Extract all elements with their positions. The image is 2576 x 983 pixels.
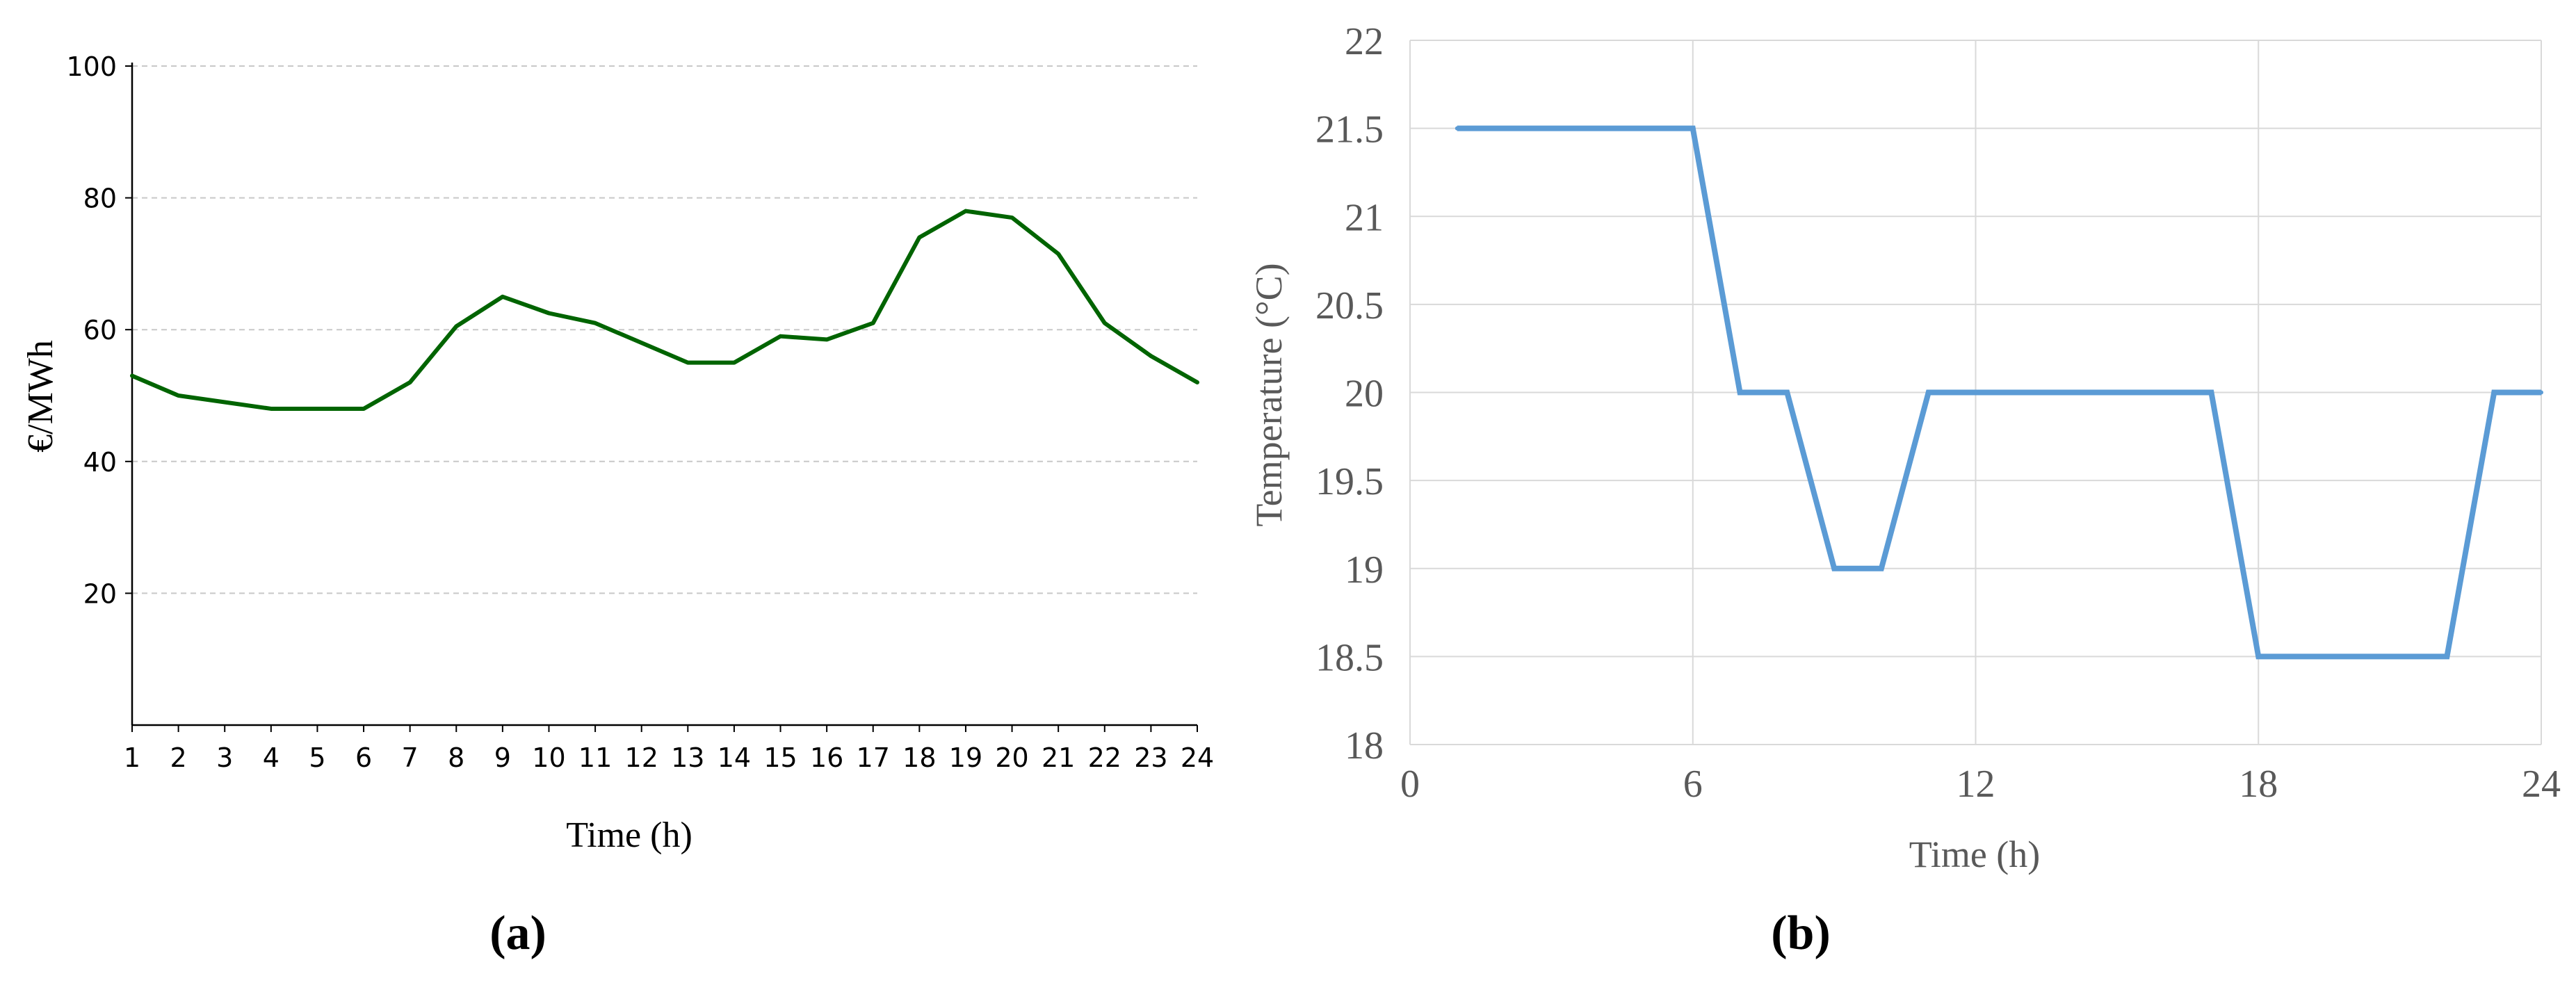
data-point — [131, 374, 133, 377]
x-tick-label: 24 — [2522, 763, 2561, 806]
x-tick-label: 14 — [718, 742, 751, 773]
x-tick-label: 8 — [448, 742, 464, 773]
data-point — [871, 321, 875, 325]
y-tick-label: 80 — [83, 184, 117, 214]
chart-a-axes — [125, 63, 1198, 732]
y-tick-label: 19 — [1345, 549, 1384, 592]
data-point — [686, 361, 690, 364]
x-tick-label: 18 — [902, 742, 936, 773]
data-point — [1057, 252, 1060, 256]
y-tick-label: 21.5 — [1315, 108, 1384, 152]
x-tick-label: 2 — [170, 742, 187, 773]
x-tick-label: 13 — [671, 742, 704, 773]
y-tick-label: 18 — [1345, 724, 1384, 767]
chart-a-x-tick-labels: 1 2 3 4 5 6 7 8 9 10 11 12 13 14 15 16 17 18 19 20 21 22 23 24 — [124, 742, 1214, 773]
x-tick-label: 12 — [1957, 763, 1995, 806]
data-point — [501, 295, 504, 298]
x-tick-label: 21 — [1042, 742, 1075, 773]
data-point — [918, 236, 921, 239]
data-point — [825, 338, 829, 341]
x-tick-label: 12 — [625, 742, 658, 773]
data-point — [2539, 390, 2543, 395]
x-tick-label: 18 — [2239, 763, 2278, 806]
data-point — [316, 407, 319, 410]
y-tick-label: 100 — [66, 51, 117, 82]
chart-b-panel-label: (b) — [1771, 907, 1831, 960]
y-tick-label: 22 — [1345, 20, 1384, 63]
chart-a-xlabel: Time (h) — [566, 815, 692, 855]
chart-b-ylabel: Temperature (°C) — [1248, 263, 1290, 526]
data-point — [2445, 654, 2449, 659]
data-point — [1879, 566, 1884, 571]
y-tick-label: 60 — [83, 315, 117, 346]
data-point — [2256, 654, 2261, 659]
data-point — [2492, 390, 2497, 395]
x-tick-label: 19 — [949, 742, 982, 773]
chart-b-y-tick-labels: 18 18.5 19 19.5 20 20.5 21 21.5 22 — [1315, 20, 1384, 767]
x-tick-label: 7 — [402, 742, 419, 773]
y-tick-label: 21 — [1345, 196, 1384, 239]
y-tick-label: 40 — [83, 447, 117, 478]
x-tick-label: 9 — [494, 742, 511, 773]
x-tick-label: 23 — [1134, 742, 1167, 773]
y-tick-label: 18.5 — [1315, 636, 1384, 679]
data-point — [1455, 126, 1459, 131]
chart-b-x-tick-labels: 0 6 12 18 24 — [1400, 763, 2561, 806]
data-point — [779, 334, 782, 338]
x-tick-label: 16 — [810, 742, 843, 773]
chart-a-series — [130, 209, 1199, 411]
data-point — [1737, 390, 1742, 395]
chart-a-panel-label: (a) — [489, 907, 546, 960]
x-tick-label: 1 — [124, 742, 140, 773]
y-tick-label: 20 — [83, 578, 117, 609]
x-tick-label: 20 — [995, 742, 1028, 773]
data-point — [547, 311, 551, 315]
x-tick-label: 17 — [857, 742, 890, 773]
data-point — [732, 361, 736, 364]
chart-b-xlabel: Time (h) — [1909, 834, 2041, 875]
data-point — [2209, 390, 2214, 395]
y-tick-label: 19.5 — [1315, 460, 1384, 503]
x-tick-label: 15 — [763, 742, 797, 773]
chart-b-series — [1455, 125, 2543, 660]
x-tick-label: 24 — [1181, 742, 1214, 773]
chart-b: 18 18.5 19 19.5 20 20.5 21 21.5 22 0 6 12 18 24 Temp… — [1248, 20, 2561, 960]
data-point — [362, 407, 366, 410]
data-point — [177, 394, 180, 397]
data-point — [594, 321, 597, 325]
data-point — [455, 325, 458, 328]
data-point — [1010, 216, 1014, 220]
x-tick-label: 5 — [309, 742, 325, 773]
data-point — [1103, 321, 1106, 325]
data-point — [1926, 390, 1931, 395]
x-tick-label: 11 — [578, 742, 612, 773]
series-line — [130, 209, 1199, 411]
y-tick-label: 20.5 — [1315, 284, 1384, 327]
x-tick-label: 4 — [263, 742, 280, 773]
x-tick-label: 3 — [216, 742, 233, 773]
data-point — [408, 381, 412, 384]
data-point — [1832, 566, 1837, 571]
x-tick-label: 6 — [355, 742, 372, 773]
data-point — [1690, 126, 1695, 131]
data-point — [223, 400, 227, 404]
data-point — [1196, 381, 1199, 384]
x-tick-label: 0 — [1400, 763, 1420, 806]
chart-a-ylabel: €/MWh — [21, 340, 60, 453]
series-line — [1457, 125, 2541, 660]
data-point — [269, 407, 273, 410]
data-point — [640, 341, 643, 345]
x-tick-label: 6 — [1683, 763, 1703, 806]
y-tick-label: 20 — [1345, 373, 1384, 416]
x-tick-label: 10 — [532, 742, 565, 773]
data-point — [964, 209, 967, 213]
x-tick-label: 22 — [1088, 742, 1121, 773]
data-point — [1149, 355, 1153, 358]
chart-a-gridlines — [132, 65, 1197, 594]
data-point — [1785, 390, 1790, 395]
chart-a-y-tick-labels: 20 40 60 80 100 — [66, 51, 117, 609]
